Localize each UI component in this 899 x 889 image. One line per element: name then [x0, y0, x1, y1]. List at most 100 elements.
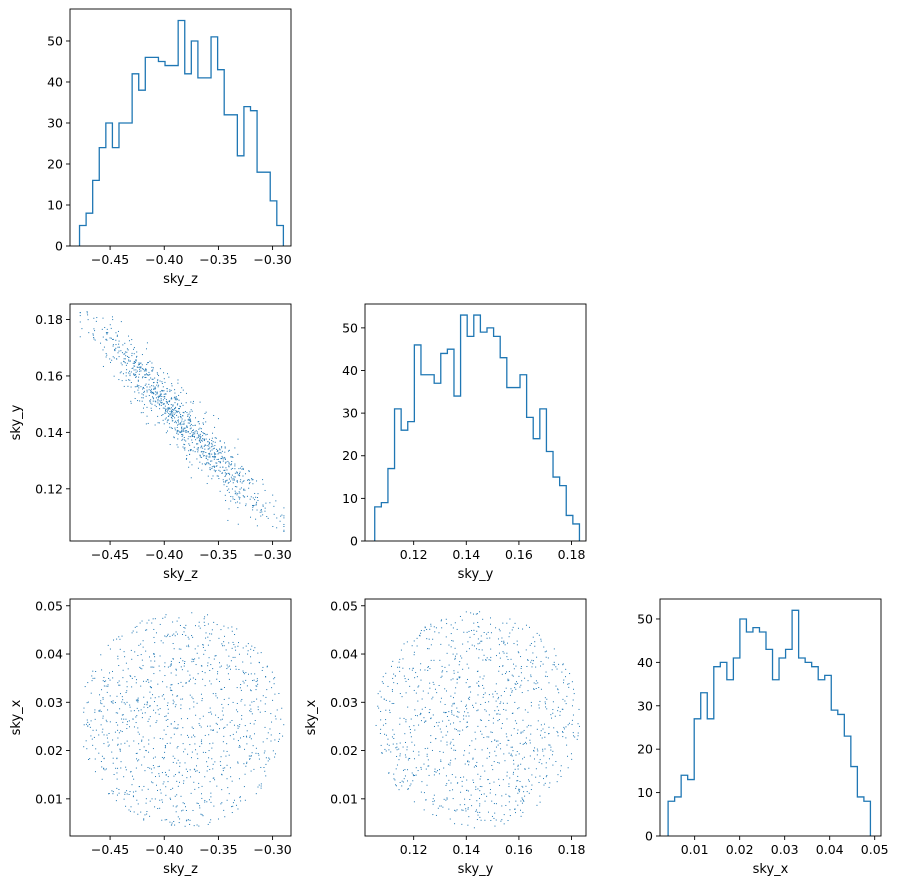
scatter-point: [476, 761, 478, 763]
scatter-point: [159, 380, 161, 382]
scatter-point: [171, 408, 173, 410]
scatter-point: [478, 649, 480, 651]
scatter-point: [175, 631, 177, 633]
scatter-point: [134, 365, 136, 367]
scatter-point: [428, 711, 430, 713]
scatter-point: [230, 464, 232, 466]
scatter-point: [533, 688, 535, 690]
scatter-point: [457, 711, 459, 713]
scatter-point: [446, 783, 448, 785]
scatter-point: [508, 783, 510, 785]
scatter-point: [175, 704, 177, 706]
scatter-point: [139, 400, 141, 402]
scatter-point: [540, 688, 542, 690]
scatter-point: [223, 687, 225, 689]
scatter-point: [243, 489, 245, 491]
panel-scatter-sky-y-vs-sky-x: 0.12 0.14 0.16 0.180.010.020.030.040.05sky_…: [304, 598, 587, 877]
scatter-point: [244, 748, 246, 750]
scatter-point: [206, 462, 208, 464]
scatter-point: [108, 793, 110, 795]
scatter-point: [217, 673, 219, 675]
scatter-point: [137, 697, 139, 699]
scatter-point: [442, 720, 444, 722]
scatter-point: [538, 761, 540, 763]
scatter-point: [454, 655, 456, 657]
scatter-point: [225, 649, 227, 651]
histogram-step-line: [374, 314, 581, 541]
scatter-point: [146, 342, 148, 344]
scatter-point: [250, 690, 252, 692]
scatter-point: [151, 772, 153, 774]
scatter-point: [189, 422, 191, 424]
scatter-point: [149, 815, 151, 817]
scatter-point: [200, 445, 202, 447]
scatter-point: [158, 775, 160, 777]
scatter-point: [230, 456, 232, 458]
scatter-point: [173, 413, 175, 415]
scatter-point: [105, 768, 107, 770]
scatter-point: [132, 791, 134, 793]
scatter-point: [523, 791, 525, 793]
scatter-point: [434, 771, 436, 773]
scatter-point: [439, 751, 441, 753]
scatter-point: [494, 710, 496, 712]
scatter-point: [246, 685, 248, 687]
scatter-point: [154, 404, 156, 406]
scatter-point: [145, 749, 147, 751]
scatter-point: [143, 756, 145, 758]
scatter-point: [91, 680, 93, 682]
scatter-point: [174, 429, 176, 431]
scatter-point: [480, 635, 482, 637]
scatter-point: [213, 414, 215, 416]
scatter-point: [500, 820, 502, 822]
scatter-point: [200, 451, 202, 453]
scatter-point: [120, 371, 122, 373]
scatter-point: [228, 472, 230, 474]
scatter-point: [252, 479, 254, 481]
scatter-point: [485, 710, 487, 712]
scatter-point: [128, 745, 130, 747]
scatter-point: [106, 354, 108, 356]
scatter-point: [154, 391, 156, 393]
scatter-point: [166, 635, 168, 637]
scatter-point: [155, 387, 157, 389]
scatter-point: [476, 800, 478, 802]
scatter-point: [399, 717, 401, 719]
scatter-point: [219, 449, 221, 451]
scatter-point: [92, 334, 94, 336]
scatter-point: [543, 723, 545, 725]
scatter-point: [220, 665, 222, 667]
scatter-point: [274, 739, 276, 741]
scatter-point: [204, 799, 206, 801]
scatter-point: [177, 419, 179, 421]
scatter-point: [182, 389, 184, 391]
scatter-point: [215, 714, 217, 716]
scatter-point: [504, 760, 506, 762]
scatter-point: [149, 800, 151, 802]
scatter-point: [211, 449, 213, 451]
scatter-point: [490, 659, 492, 661]
scatter-point: [159, 799, 161, 801]
scatter-point: [520, 732, 522, 734]
scatter-point: [468, 699, 470, 701]
scatter-point: [145, 395, 147, 397]
scatter-point: [485, 659, 487, 661]
scatter-point: [181, 428, 183, 430]
scatter-point: [399, 658, 401, 660]
scatter-point: [487, 778, 489, 780]
scatter-point: [444, 703, 446, 705]
scatter-point: [79, 321, 81, 323]
scatter-point: [396, 746, 398, 748]
scatter-point: [235, 709, 237, 711]
scatter-point: [427, 747, 429, 749]
x-tick-label: −0.40: [145, 547, 183, 562]
scatter-point: [255, 689, 257, 691]
scatter-point: [237, 474, 239, 476]
scatter-point: [206, 483, 208, 485]
scatter-point: [463, 776, 465, 778]
scatter-point: [166, 401, 168, 403]
scatter-point: [173, 436, 175, 438]
scatter-point: [426, 628, 428, 630]
scatter-point: [167, 781, 169, 783]
scatter-point: [211, 466, 213, 468]
